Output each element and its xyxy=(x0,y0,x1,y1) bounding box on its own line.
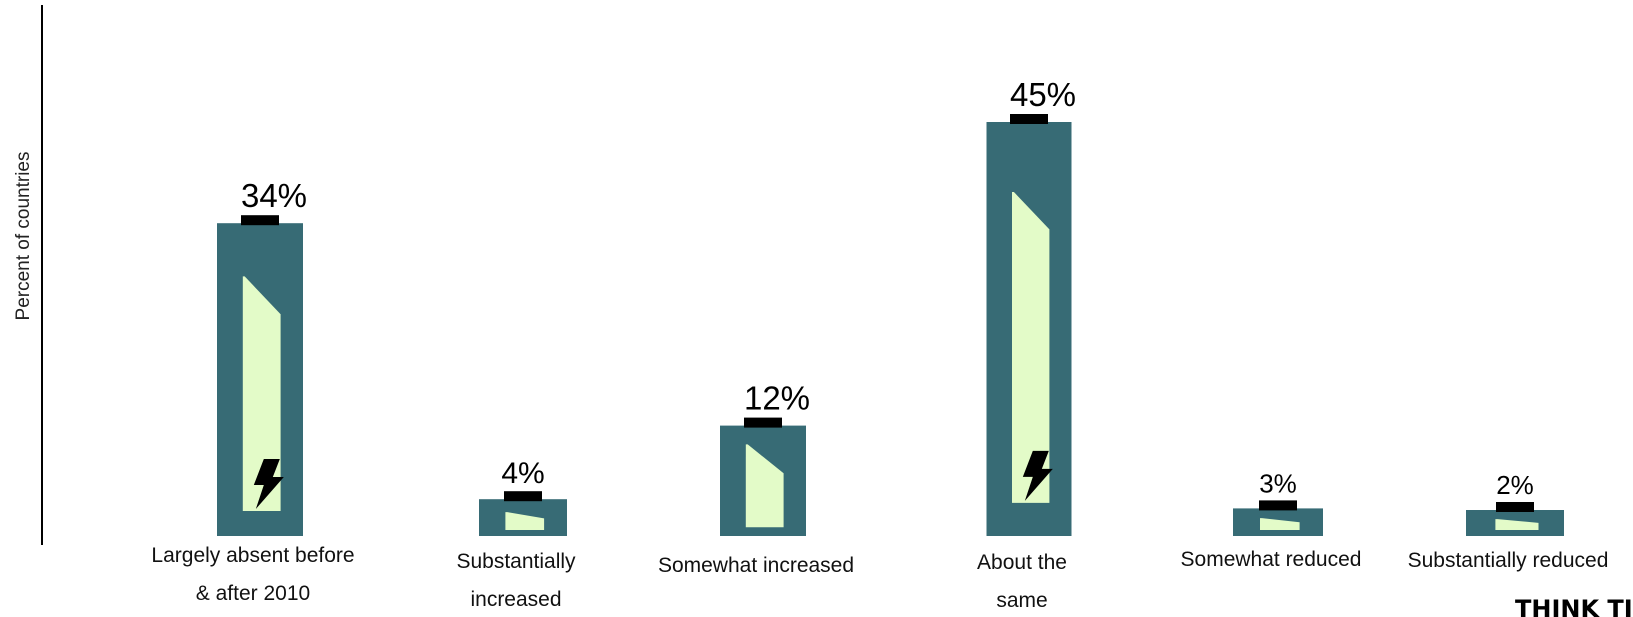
category-label-line: Somewhat reduced xyxy=(1181,548,1362,571)
battery-terminal-4 xyxy=(1259,500,1297,511)
category-label-line: Largely absent before xyxy=(151,544,354,567)
bars-group xyxy=(217,114,1564,536)
battery-terminal-1 xyxy=(504,491,542,502)
value-labels-group: 34% 4% 12% 45% 3% 2% xyxy=(241,76,1534,500)
charge-level-0 xyxy=(242,276,281,511)
charge-level-5 xyxy=(1495,519,1539,530)
value-label-0: 34% xyxy=(241,177,307,214)
battery-terminal-0 xyxy=(241,215,279,226)
category-label-2: Somewhat increased xyxy=(658,554,854,577)
charge-level-2 xyxy=(745,444,784,528)
category-label-0: Largely absent before & after 2010 xyxy=(151,544,354,605)
category-label-4: Somewhat reduced xyxy=(1181,548,1362,571)
battery-terminal-2 xyxy=(744,417,782,428)
category-label-line: About the xyxy=(977,551,1067,574)
y-axis-label: Percent of countries xyxy=(13,152,34,321)
value-label-5: 2% xyxy=(1496,470,1534,500)
battery-terminal-3 xyxy=(1010,114,1048,124)
charge-level-4 xyxy=(1260,518,1300,530)
category-label-5: Substantially reduced xyxy=(1408,549,1609,572)
category-label-line: same xyxy=(996,589,1047,612)
value-label-3: 45% xyxy=(1010,76,1076,113)
value-label-4: 3% xyxy=(1259,468,1297,498)
category-labels-group: Largely absent before & after 2010 Substan… xyxy=(151,544,1608,612)
category-label-1: Substantially increased xyxy=(456,550,576,611)
charge-level-3 xyxy=(1012,192,1050,503)
lightning-bolt-icon xyxy=(1022,450,1053,501)
value-label-2: 12% xyxy=(744,380,810,417)
category-label-3: About the same xyxy=(977,551,1067,612)
brand-watermark: THINK TI xyxy=(1515,595,1633,617)
charge-level-1 xyxy=(505,512,545,530)
category-label-line: Somewhat increased xyxy=(658,554,854,577)
category-label-line: & after 2010 xyxy=(196,582,310,605)
category-label-line: increased xyxy=(470,588,561,611)
category-label-line: Substantially reduced xyxy=(1408,549,1609,572)
battery-terminal-5 xyxy=(1496,502,1534,512)
lightning-bolt-icon xyxy=(253,458,284,509)
category-label-line: Substantially xyxy=(456,550,576,573)
value-label-1: 4% xyxy=(501,457,544,490)
